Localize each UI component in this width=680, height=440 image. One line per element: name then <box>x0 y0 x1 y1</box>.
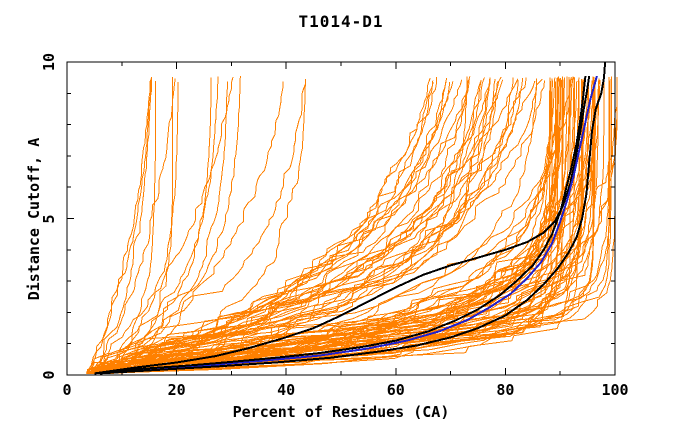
model-curve <box>86 77 212 374</box>
model-curve <box>90 81 578 374</box>
model-curve <box>87 76 468 374</box>
model-curve <box>102 80 447 374</box>
highlight-blue-curve <box>94 75 598 375</box>
model-curve <box>86 76 241 374</box>
model-curve <box>94 80 482 374</box>
chart-title: T1014-D1 <box>298 12 384 31</box>
model-curve <box>92 78 152 374</box>
model-curve <box>111 81 284 374</box>
x-tick-label: 20 <box>167 381 186 399</box>
model-curve <box>88 76 153 374</box>
y-tick-label: 5 <box>40 213 58 224</box>
model-curve <box>110 78 543 374</box>
model-curve <box>87 81 179 374</box>
x-tick-label: 40 <box>277 381 296 399</box>
model-curve <box>108 77 448 374</box>
model-curve <box>94 81 228 374</box>
model-curve <box>87 79 482 374</box>
model-curve <box>106 81 498 374</box>
model-curve <box>95 79 463 374</box>
model-curve <box>95 78 496 374</box>
model-curve <box>94 78 176 374</box>
axis-ticks <box>66 61 616 376</box>
model-curve <box>94 80 536 374</box>
model-curve <box>87 79 151 374</box>
model-curve <box>88 77 527 374</box>
highlight-black-right-curve <box>99 61 607 375</box>
model-curve <box>87 77 556 374</box>
model-curve <box>108 79 618 374</box>
model-curve <box>104 79 306 374</box>
model-curve <box>109 80 434 374</box>
highlight-black-early-curve <box>94 75 591 375</box>
model-curve <box>108 81 450 374</box>
x-tick-label: 100 <box>601 381 629 399</box>
model-curve <box>105 81 434 374</box>
model-curve <box>95 80 594 374</box>
model-curve <box>96 79 519 374</box>
model-curve <box>95 80 551 374</box>
x-tick-label: 80 <box>496 381 515 399</box>
model-curve <box>102 80 599 374</box>
model-curve <box>110 81 157 374</box>
model-curve <box>92 79 571 374</box>
highlight-black-left-curve <box>94 75 587 375</box>
model-curve <box>108 76 612 374</box>
model-curve <box>86 76 234 374</box>
y-tick-label: 10 <box>40 52 58 72</box>
x-tick-label: 0 <box>62 381 72 399</box>
y-tick-label: 0 <box>40 370 58 380</box>
model-curve <box>89 81 307 374</box>
model-curve <box>101 76 574 374</box>
model-curve <box>111 80 584 374</box>
model-curve <box>101 77 485 374</box>
model-curve <box>87 81 491 374</box>
x-axis-label: Percent of Residues (CA) <box>232 403 450 421</box>
x-tick-label: 60 <box>386 381 405 399</box>
model-curve <box>102 81 557 374</box>
